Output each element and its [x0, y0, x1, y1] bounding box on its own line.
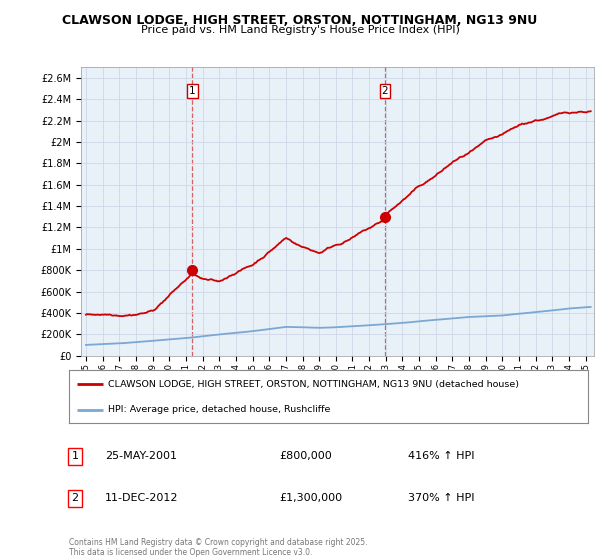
Text: 2: 2: [71, 493, 79, 503]
Text: CLAWSON LODGE, HIGH STREET, ORSTON, NOTTINGHAM, NG13 9NU: CLAWSON LODGE, HIGH STREET, ORSTON, NOTT…: [62, 14, 538, 27]
Text: £1,300,000: £1,300,000: [279, 493, 342, 503]
Text: Contains HM Land Registry data © Crown copyright and database right 2025.
This d: Contains HM Land Registry data © Crown c…: [69, 538, 367, 557]
Text: 1: 1: [71, 451, 79, 461]
Text: 1: 1: [189, 86, 196, 96]
Text: CLAWSON LODGE, HIGH STREET, ORSTON, NOTTINGHAM, NG13 9NU (detached house): CLAWSON LODGE, HIGH STREET, ORSTON, NOTT…: [108, 380, 519, 389]
Text: 370% ↑ HPI: 370% ↑ HPI: [408, 493, 475, 503]
Text: 2: 2: [382, 86, 388, 96]
Text: £800,000: £800,000: [279, 451, 332, 461]
Text: 11-DEC-2012: 11-DEC-2012: [105, 493, 179, 503]
Text: 416% ↑ HPI: 416% ↑ HPI: [408, 451, 475, 461]
Text: HPI: Average price, detached house, Rushcliffe: HPI: Average price, detached house, Rush…: [108, 405, 331, 414]
Text: 25-MAY-2001: 25-MAY-2001: [105, 451, 177, 461]
Text: Price paid vs. HM Land Registry's House Price Index (HPI): Price paid vs. HM Land Registry's House …: [140, 25, 460, 35]
